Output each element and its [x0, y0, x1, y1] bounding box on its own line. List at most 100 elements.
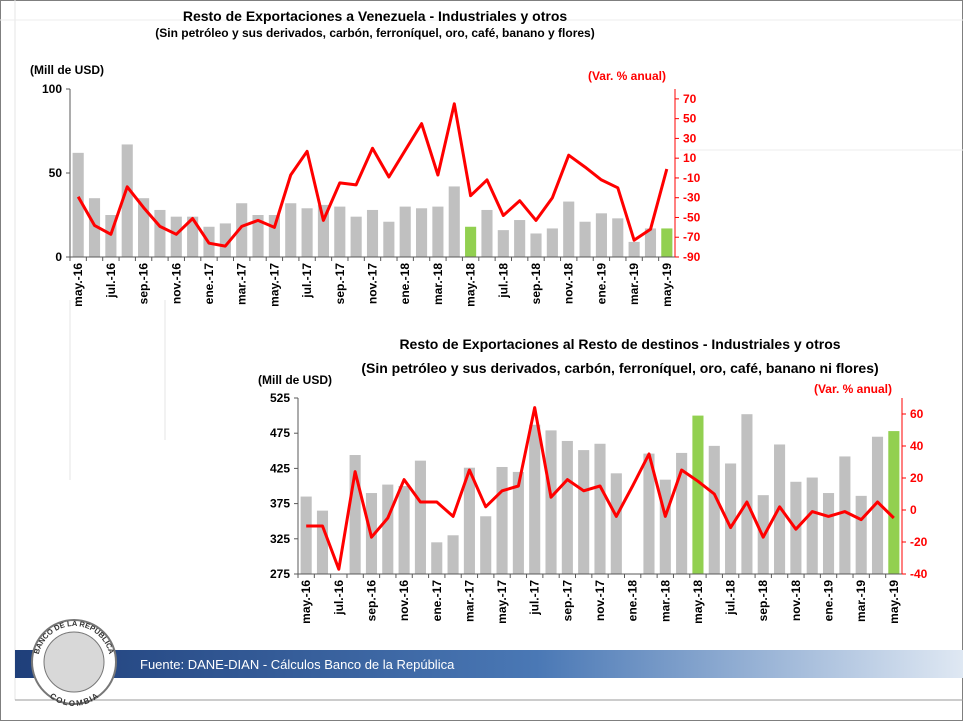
x-tick-label: mar.-17 — [462, 580, 476, 622]
bar — [871, 436, 884, 574]
x-tick-label: jul.-18 — [496, 263, 510, 299]
bar — [579, 221, 591, 257]
bar — [382, 484, 394, 574]
bar — [594, 443, 606, 574]
y-tick-label: 100 — [42, 82, 62, 96]
bar — [661, 228, 673, 257]
y2-tick-label: 60 — [910, 407, 924, 421]
x-tick-label: ene.-18 — [626, 580, 640, 622]
y-tick-label: 0 — [55, 250, 62, 264]
bar — [398, 486, 410, 574]
y-tick-label: 50 — [49, 166, 63, 180]
y2-tick-label: 50 — [683, 112, 697, 126]
x-tick-label: sep.-17 — [333, 263, 347, 305]
bar — [529, 424, 541, 574]
x-tick-label: may.-18 — [691, 580, 705, 624]
bar — [610, 473, 622, 574]
bar — [317, 204, 330, 257]
y2-tick-label: -10 — [683, 171, 701, 185]
chart-subtitle: (Sin petróleo y sus derivados, carbón, f… — [155, 26, 595, 40]
bar — [512, 471, 524, 574]
x-tick-label: jul.-17 — [300, 263, 314, 299]
bar — [481, 209, 493, 257]
y2-tick-label: -50 — [683, 210, 701, 224]
x-tick-label: may.-16 — [299, 580, 313, 624]
y-tick-label: 425 — [270, 461, 290, 475]
x-tick-label: nov.-16 — [169, 263, 183, 304]
x-tick-label: mar.-18 — [431, 263, 445, 305]
bar — [219, 223, 231, 257]
bar — [88, 198, 101, 257]
bar — [496, 466, 508, 574]
x-tick-label: sep.-17 — [560, 580, 574, 622]
bar — [644, 228, 657, 257]
y-tick-label: 375 — [270, 497, 290, 511]
logo — [43, 631, 105, 693]
bar — [334, 206, 346, 257]
bar — [285, 203, 297, 257]
bar — [708, 445, 720, 574]
y2-tick-label: 40 — [910, 439, 924, 453]
bar — [154, 209, 166, 257]
y-axis-label: (Mill de USD) — [30, 63, 104, 77]
bar — [431, 542, 443, 574]
x-tick-label: may.-17 — [495, 580, 509, 624]
chart-title: Resto de Exportaciones al Resto de desti… — [399, 336, 841, 352]
bar — [855, 495, 867, 574]
x-tick-label: nov.-17 — [593, 580, 607, 621]
y2-axis-label: (Var. % anual) — [814, 382, 892, 396]
bar — [546, 228, 558, 257]
bar — [72, 152, 84, 257]
chart-subtitle: (Sin petróleo y sus derivados, carbón, f… — [361, 360, 879, 376]
x-tick-label: jul.-16 — [332, 580, 346, 616]
y2-tick-label: -20 — [910, 535, 928, 549]
bar — [447, 535, 459, 574]
bar — [236, 203, 248, 257]
x-tick-label: nov.-16 — [397, 580, 411, 621]
x-tick-label: mar.-19 — [854, 580, 868, 622]
bar — [432, 206, 444, 257]
y2-tick-label: 10 — [683, 151, 697, 165]
x-tick-label: jul.-16 — [104, 263, 118, 299]
bar — [563, 201, 575, 257]
bar — [301, 208, 313, 257]
bar — [170, 216, 182, 257]
bar — [349, 455, 361, 574]
bar — [497, 230, 509, 257]
bar — [692, 415, 704, 574]
bar — [383, 221, 395, 257]
bar — [595, 213, 607, 257]
bar — [561, 440, 573, 574]
y-axis-label: (Mill de USD) — [258, 373, 332, 387]
y-tick-label: 475 — [270, 426, 290, 440]
x-tick-label: sep.-16 — [137, 263, 151, 305]
y2-tick-label: -90 — [683, 250, 701, 264]
x-tick-label: may.-19 — [887, 580, 901, 624]
x-tick-label: ene.-17 — [202, 263, 216, 305]
bar — [187, 216, 199, 257]
bar — [399, 206, 411, 257]
x-tick-label: ene.-19 — [594, 263, 608, 305]
bar — [643, 453, 655, 574]
y2-tick-label: -70 — [683, 230, 701, 244]
bar — [465, 226, 477, 257]
bar — [545, 430, 557, 574]
bar — [806, 477, 818, 574]
footer-band — [15, 650, 963, 678]
bar — [612, 218, 624, 257]
bar — [888, 431, 900, 574]
bar — [676, 452, 688, 574]
y2-tick-label: 20 — [910, 471, 924, 485]
x-tick-label: sep.-18 — [756, 580, 770, 622]
bar — [121, 144, 133, 257]
y2-tick-label: -40 — [910, 567, 928, 581]
bar — [628, 241, 640, 257]
x-tick-label: ene.-17 — [430, 580, 444, 622]
bar — [463, 467, 475, 574]
chart-title: Resto de Exportaciones a Venezuela - Ind… — [182, 8, 568, 24]
bar — [350, 216, 362, 257]
x-tick-label: sep.-18 — [529, 263, 543, 305]
bar — [448, 186, 460, 257]
